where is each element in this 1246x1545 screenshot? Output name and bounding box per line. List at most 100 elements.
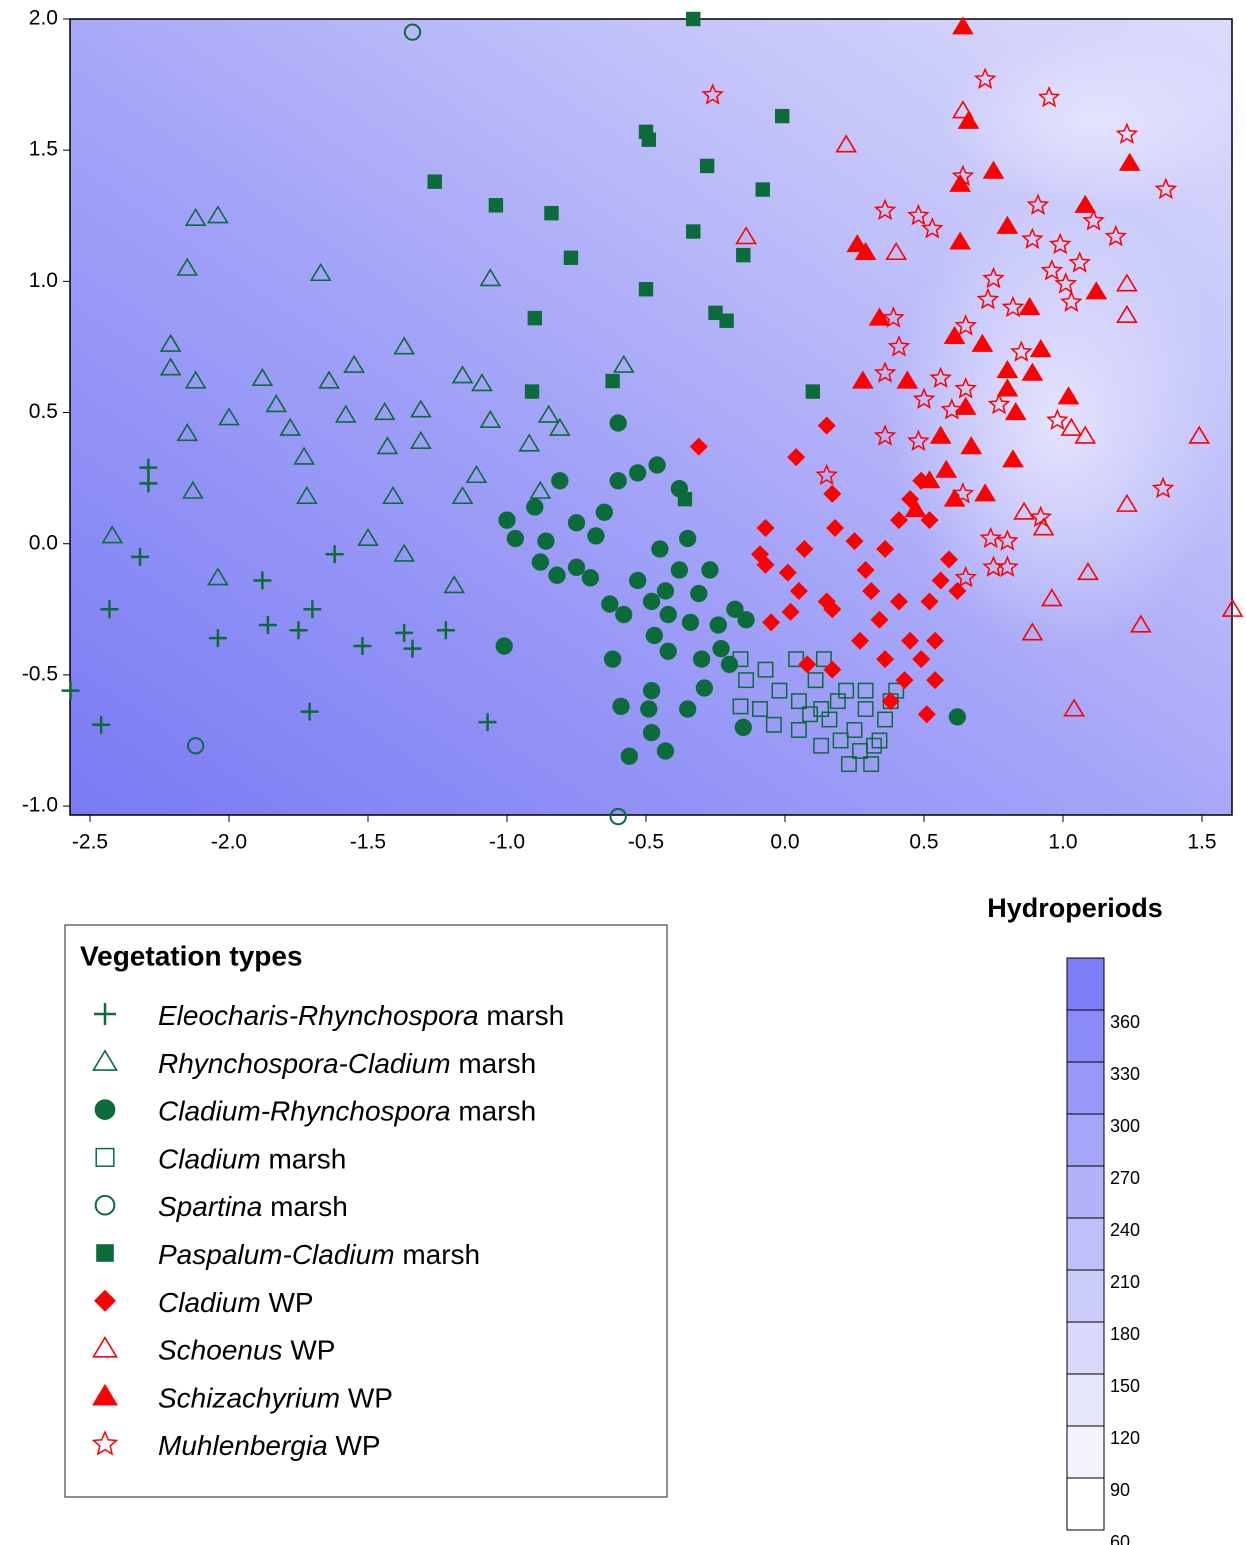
- point: [1001, 295, 1025, 318]
- point: [974, 483, 997, 502]
- point: [642, 723, 661, 742]
- point: [807, 672, 824, 689]
- point: [951, 164, 975, 186]
- point: [732, 698, 749, 715]
- colorbar-tick-label: 210: [1110, 1272, 1140, 1292]
- colorbar-band: [1067, 1426, 1104, 1478]
- point: [952, 100, 974, 119]
- x-tick-label: -2.0: [211, 831, 247, 854]
- point: [877, 711, 894, 728]
- point: [756, 555, 775, 574]
- point: [207, 205, 229, 224]
- point: [609, 807, 627, 826]
- y-tick-label: 1.5: [29, 138, 58, 161]
- point: [376, 436, 399, 455]
- point: [954, 314, 977, 336]
- point: [548, 417, 571, 436]
- point: [951, 482, 975, 504]
- point: [1048, 232, 1072, 255]
- x-tick-label: -2.5: [72, 831, 108, 854]
- colorbar-tick-label: 90: [1110, 1480, 1130, 1500]
- point: [159, 357, 182, 376]
- point: [1060, 417, 1083, 436]
- point: [567, 558, 586, 576]
- point: [798, 655, 817, 674]
- point: [817, 592, 836, 611]
- point: [184, 207, 207, 226]
- point: [918, 470, 941, 489]
- point: [982, 160, 1005, 179]
- legend-label: Rhynchospora-Cladium marsh: [158, 1048, 536, 1079]
- point: [1046, 408, 1069, 430]
- colorbar-tick-label: 360: [1110, 1012, 1140, 1032]
- point: [873, 198, 897, 221]
- point: [881, 692, 900, 711]
- point: [686, 11, 701, 27]
- point: [1074, 425, 1097, 444]
- x-tick-label: 1.0: [1048, 831, 1077, 854]
- point: [873, 424, 897, 446]
- point: [920, 592, 939, 611]
- point: [755, 182, 770, 197]
- point: [96, 1244, 114, 1262]
- point: [865, 737, 882, 754]
- point: [1068, 251, 1091, 273]
- point: [642, 592, 661, 611]
- colorbar-band: [1067, 1478, 1104, 1530]
- point: [139, 458, 158, 477]
- point: [863, 756, 880, 773]
- point: [1013, 501, 1035, 520]
- point: [920, 511, 939, 530]
- colorbar-band: [1067, 1166, 1104, 1218]
- point: [996, 378, 1019, 397]
- point: [1040, 588, 1063, 607]
- point: [788, 651, 805, 668]
- x-tick-label: -0.5: [628, 831, 664, 854]
- colorbar-tick-label: 120: [1110, 1428, 1140, 1448]
- point: [817, 416, 836, 435]
- y-tick-label: 0.5: [29, 400, 58, 423]
- point: [451, 485, 474, 505]
- point: [957, 110, 980, 129]
- point: [846, 234, 869, 253]
- point: [656, 582, 675, 600]
- colorbar-band: [1067, 1062, 1104, 1114]
- point: [677, 491, 693, 507]
- point: [885, 241, 908, 261]
- point: [778, 563, 797, 582]
- point: [1077, 562, 1099, 581]
- point: [823, 660, 842, 679]
- point: [719, 313, 734, 328]
- point: [917, 705, 936, 724]
- point: [996, 360, 1019, 379]
- point: [393, 543, 416, 562]
- point: [343, 354, 365, 373]
- point: [929, 425, 952, 444]
- point: [648, 456, 666, 474]
- colorbar-band: [1067, 1322, 1104, 1374]
- point: [184, 370, 207, 389]
- point: [1029, 505, 1053, 528]
- point: [775, 108, 790, 124]
- point: [835, 134, 858, 153]
- point: [873, 361, 897, 383]
- point: [265, 394, 288, 413]
- point: [765, 716, 782, 733]
- point: [325, 545, 344, 564]
- point: [187, 737, 205, 755]
- point: [856, 560, 875, 579]
- point: [92, 715, 111, 734]
- legend-label: Cladium marsh: [158, 1144, 346, 1175]
- point: [61, 681, 80, 700]
- point: [912, 650, 931, 669]
- point: [91, 1430, 119, 1456]
- point: [736, 247, 751, 263]
- point: [1082, 209, 1105, 231]
- point: [701, 561, 719, 579]
- point: [720, 655, 739, 674]
- point: [1129, 614, 1152, 633]
- point: [1221, 598, 1244, 617]
- colorbar-tick-label: 300: [1110, 1116, 1140, 1136]
- point: [659, 642, 677, 660]
- point: [295, 485, 318, 505]
